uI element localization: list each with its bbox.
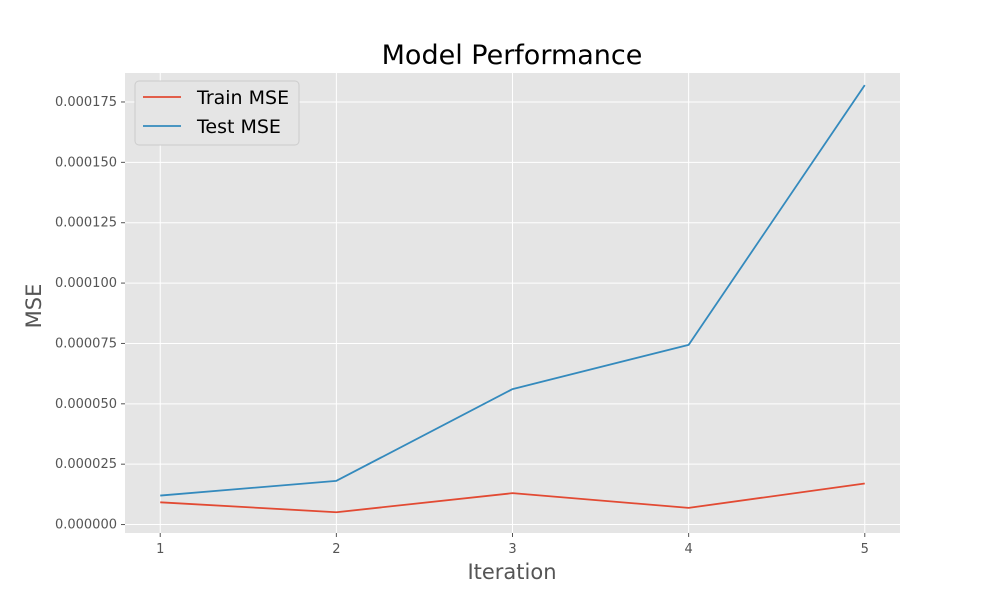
legend-label: Test MSE <box>196 116 281 138</box>
chart-title: Model Performance <box>382 40 643 71</box>
y-axis-label: MSE <box>22 284 46 329</box>
x-tick-label: 2 <box>332 542 340 557</box>
legend-label: Train MSE <box>196 87 289 109</box>
series-line-train-mse <box>160 482 865 514</box>
x-axis-label: Iteration <box>467 560 556 584</box>
y-tick-label: 0.000025 <box>55 457 117 472</box>
x-tick-label: 3 <box>508 542 516 557</box>
y-tick-label: 0.000100 <box>55 276 117 291</box>
axis-ticks: 0.000000 0.000025 0.000050 0.000075 0.000100… <box>55 95 869 557</box>
y-tick-label: 0.000075 <box>55 336 117 351</box>
x-tick-label: 1 <box>156 542 164 557</box>
y-tick-label: 0.000125 <box>55 216 117 231</box>
x-tick-label: 5 <box>861 542 869 557</box>
y-tick-label: 0.000150 <box>55 155 117 170</box>
series-line-test-mse <box>160 84 866 497</box>
y-tick-label: 0.000000 <box>55 518 117 533</box>
series-lines <box>160 84 866 514</box>
y-tick-label: 0.000175 <box>55 95 117 110</box>
y-tick-label: 0.000050 <box>55 397 117 412</box>
legend: Train MSE Test MSE <box>134 80 300 146</box>
x-tick-label: 4 <box>684 542 692 557</box>
